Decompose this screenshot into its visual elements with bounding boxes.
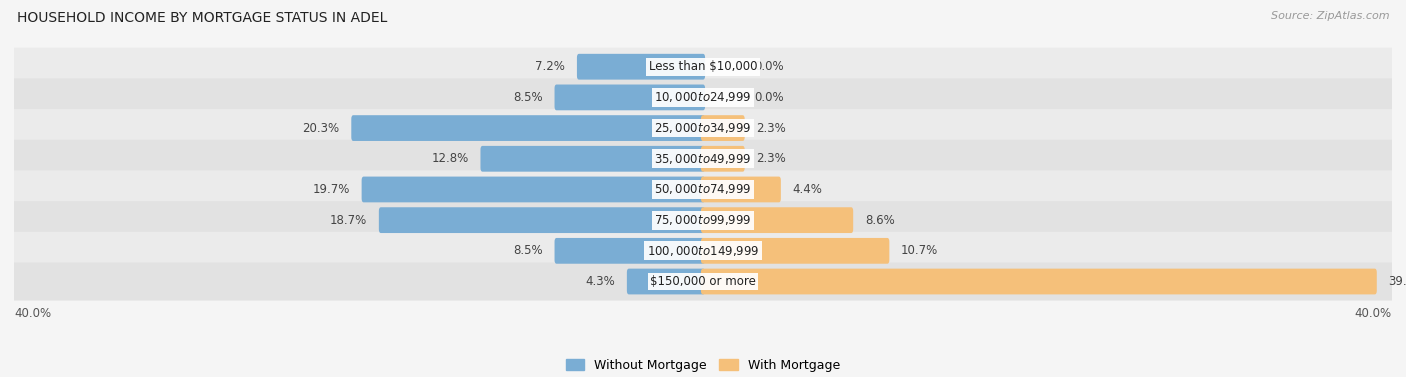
Text: 8.6%: 8.6% [865,214,894,227]
FancyBboxPatch shape [702,146,745,172]
FancyBboxPatch shape [361,176,704,202]
FancyBboxPatch shape [481,146,704,172]
Text: 19.7%: 19.7% [312,183,350,196]
FancyBboxPatch shape [702,207,853,233]
Text: HOUSEHOLD INCOME BY MORTGAGE STATUS IN ADEL: HOUSEHOLD INCOME BY MORTGAGE STATUS IN A… [17,11,387,25]
FancyBboxPatch shape [11,140,1395,178]
Text: 12.8%: 12.8% [432,152,468,165]
Text: $35,000 to $49,999: $35,000 to $49,999 [654,152,752,166]
FancyBboxPatch shape [702,176,780,202]
Text: 39.0%: 39.0% [1389,275,1406,288]
Text: $10,000 to $24,999: $10,000 to $24,999 [654,90,752,104]
Text: 2.3%: 2.3% [756,122,786,135]
Text: 40.0%: 40.0% [14,307,51,320]
FancyBboxPatch shape [11,109,1395,147]
Text: 8.5%: 8.5% [513,91,543,104]
FancyBboxPatch shape [702,115,745,141]
Text: $25,000 to $34,999: $25,000 to $34,999 [654,121,752,135]
FancyBboxPatch shape [11,78,1395,116]
Text: Source: ZipAtlas.com: Source: ZipAtlas.com [1271,11,1389,21]
Text: 18.7%: 18.7% [330,214,367,227]
FancyBboxPatch shape [576,54,704,80]
Text: $50,000 to $74,999: $50,000 to $74,999 [654,182,752,196]
Text: 20.3%: 20.3% [302,122,340,135]
Text: 2.3%: 2.3% [756,152,786,165]
Text: 8.5%: 8.5% [513,244,543,257]
Text: 10.7%: 10.7% [901,244,938,257]
FancyBboxPatch shape [352,115,704,141]
Text: Less than $10,000: Less than $10,000 [648,60,758,73]
Text: 0.0%: 0.0% [755,60,785,73]
FancyBboxPatch shape [11,232,1395,270]
Text: $75,000 to $99,999: $75,000 to $99,999 [654,213,752,227]
FancyBboxPatch shape [11,262,1395,300]
Text: 4.3%: 4.3% [585,275,616,288]
FancyBboxPatch shape [378,207,704,233]
FancyBboxPatch shape [702,238,890,264]
FancyBboxPatch shape [11,48,1395,86]
Text: $100,000 to $149,999: $100,000 to $149,999 [647,244,759,258]
Text: 7.2%: 7.2% [536,60,565,73]
FancyBboxPatch shape [11,201,1395,239]
Legend: Without Mortgage, With Mortgage: Without Mortgage, With Mortgage [561,354,845,377]
Text: 4.4%: 4.4% [793,183,823,196]
FancyBboxPatch shape [11,170,1395,208]
FancyBboxPatch shape [554,84,704,110]
FancyBboxPatch shape [554,238,704,264]
FancyBboxPatch shape [627,269,704,294]
FancyBboxPatch shape [702,269,1376,294]
Text: $150,000 or more: $150,000 or more [650,275,756,288]
Text: 0.0%: 0.0% [755,91,785,104]
Text: 40.0%: 40.0% [1355,307,1392,320]
